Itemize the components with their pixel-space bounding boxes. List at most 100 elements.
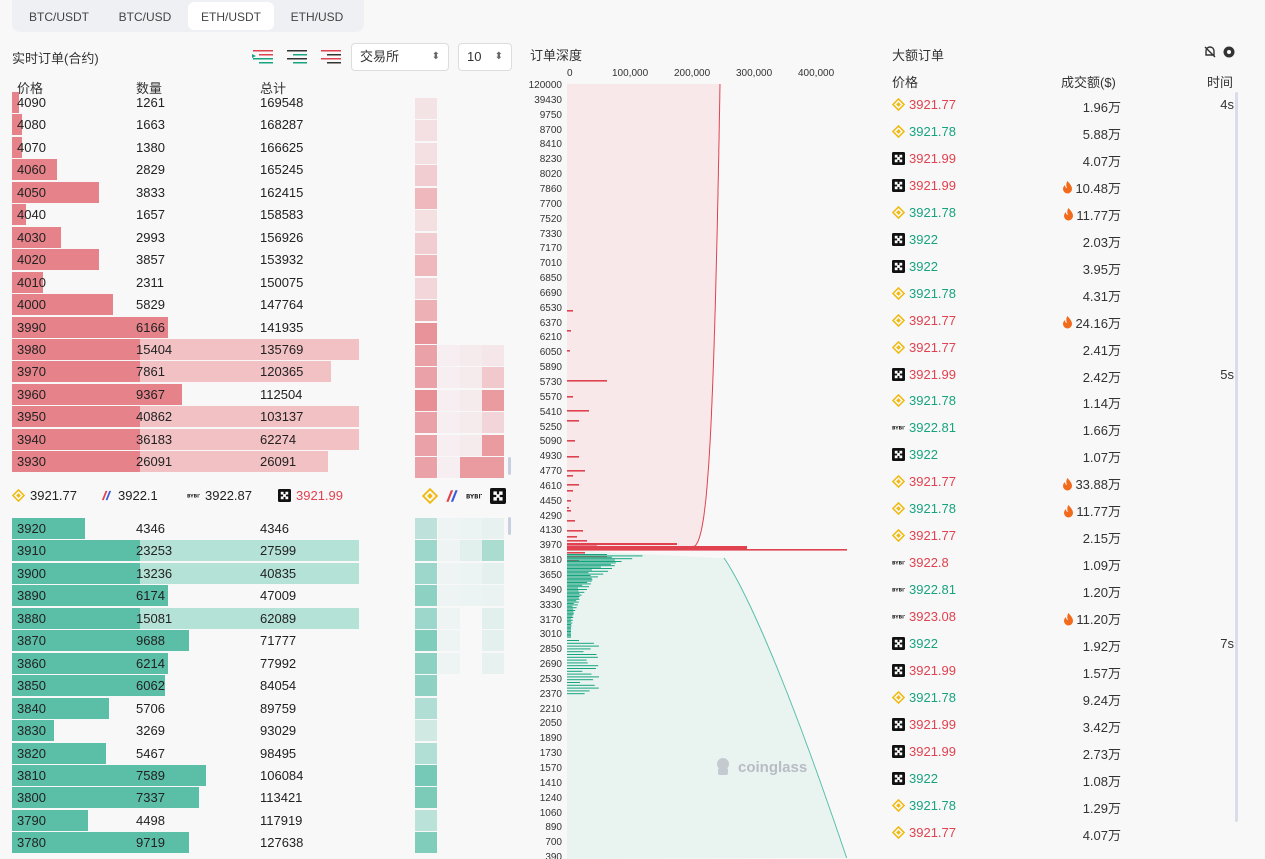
large-order-amount: 1.57万 (1082, 665, 1121, 681)
tab-btc-usd[interactable]: BTC/USD (118, 10, 172, 24)
bid-depth-bar (567, 676, 599, 678)
large-order-row[interactable]: 3921.99 3.42万 (892, 712, 1234, 739)
large-order-row[interactable]: 3921.99 10.48万 (892, 173, 1234, 200)
ask-heat-cell (415, 322, 437, 344)
ask-heat-cell (438, 457, 460, 479)
svg-text:BYBIT: BYBIT (892, 587, 905, 593)
view-both-icon[interactable] (250, 46, 276, 66)
bid-row[interactable]: 3910 23253 27599 (12, 540, 512, 562)
bid-depth-bar (567, 614, 574, 616)
asks-scrollbar[interactable] (508, 457, 511, 475)
ask-row[interactable]: 4030 2993 156926 (12, 226, 512, 248)
large-order-row[interactable]: 3921.78 11.77万 (892, 496, 1234, 523)
exchange-select[interactable]: 交易所 ⬍ (351, 43, 449, 71)
bid-heat-cell (415, 675, 437, 697)
bid-row[interactable]: 3920 4346 4346 (12, 518, 512, 539)
ask-row[interactable]: 3970 7861 120365 (12, 361, 512, 383)
view-bids-icon[interactable] (284, 46, 310, 66)
filter-bitmex-icon[interactable] (444, 488, 460, 504)
ask-row[interactable]: 4000 5829 147764 (12, 294, 512, 316)
bid-row[interactable]: 3900 13236 40835 (12, 562, 512, 584)
large-order-row[interactable]: 3921.77 4.07万 (892, 820, 1234, 847)
bid-price: 3800 (17, 790, 46, 806)
large-order-row[interactable]: 3921.77 33.88万 (892, 469, 1234, 496)
large-order-row[interactable]: 3921.78 5.88万 (892, 119, 1234, 146)
ask-row[interactable]: 4060 2829 165245 (12, 159, 512, 181)
bids-scrollbar[interactable] (508, 517, 511, 535)
large-order-row[interactable]: 3921.99 2.42万 5s (892, 362, 1234, 389)
large-order-row[interactable]: 3921.78 9.24万 (892, 685, 1234, 712)
y-tick-label: 4770 (539, 466, 562, 477)
large-order-row[interactable]: BYBIT 3923.08 11.20万 (892, 604, 1234, 631)
large-order-row[interactable]: 3921.78 1.29万 (892, 793, 1234, 820)
ask-row[interactable]: 3940 36183 62274 (12, 428, 512, 450)
ask-heat-cell (415, 120, 437, 142)
y-tick-label: 890 (545, 822, 562, 834)
large-order-row[interactable]: 3921.78 4.31万 (892, 281, 1234, 308)
ask-total: 62274 (260, 431, 297, 447)
ask-row[interactable]: 4080 1663 168287 (12, 114, 512, 136)
bid-heat-cell (482, 540, 504, 562)
tab-eth-usd[interactable]: ETH/USD (290, 10, 344, 24)
bybit-icon: BYBIT (892, 614, 905, 620)
large-order-row[interactable]: 3921.77 1.96万 4s (892, 92, 1234, 119)
large-order-row[interactable]: BYBIT 3922.8 1.09万 (892, 550, 1234, 577)
bid-row[interactable]: 3890 6174 47009 (12, 585, 512, 607)
large-order-row[interactable]: BYBIT 3922.81 1.20万 (892, 577, 1234, 604)
bid-row[interactable]: 3850 6062 84054 (12, 675, 512, 697)
bid-row[interactable]: 3780 9719 127638 (12, 832, 512, 854)
large-order-row[interactable]: 3921.77 2.15万 (892, 523, 1234, 550)
large-order-row[interactable]: 3921.77 24.16万 (892, 308, 1234, 335)
ask-row[interactable]: 3960 9367 112504 (12, 383, 512, 405)
tab-btc-usdt[interactable]: BTC/USDT (29, 10, 89, 24)
ask-row[interactable]: 4010 2311 150075 (12, 271, 512, 293)
filter-binance-icon[interactable] (422, 488, 438, 504)
bid-row[interactable]: 3880 15081 62089 (12, 607, 512, 629)
large-order-amount: 33.88万 (1061, 474, 1121, 493)
ask-row[interactable]: 3950 40862 103137 (12, 406, 512, 428)
bid-row[interactable]: 3860 6214 77992 (12, 652, 512, 674)
ask-row[interactable]: 4090 1261 169548 (12, 92, 512, 113)
large-order-row[interactable]: 3921.78 1.14万 (892, 388, 1234, 415)
large-order-row[interactable]: 3922 2.03万 (892, 227, 1234, 254)
large-order-row[interactable]: 3921.99 4.07万 (892, 146, 1234, 173)
y-tick-label: 3810 (539, 555, 562, 567)
ask-row[interactable]: 4020 3857 153932 (12, 249, 512, 271)
ask-row[interactable]: 3930 26091 26091 (12, 451, 512, 473)
large-order-row[interactable]: 3921.99 2.73万 (892, 739, 1234, 766)
bid-row[interactable]: 3870 9688 71777 (12, 630, 512, 652)
ask-qty: 3857 (136, 252, 165, 268)
bid-row[interactable]: 3800 7337 113421 (12, 787, 512, 809)
depth-select[interactable]: 10 ⬍ (458, 43, 512, 71)
filter-okx-icon[interactable] (490, 488, 506, 504)
large-order-row[interactable]: 3921.99 1.57万 (892, 658, 1234, 685)
ask-row[interactable]: 4040 1657 158583 (12, 204, 512, 226)
ask-row[interactable]: 3990 6166 141935 (12, 316, 512, 338)
ask-row[interactable]: 3980 15404 135769 (12, 338, 512, 360)
bid-depth-area (567, 550, 847, 859)
ask-row[interactable]: 4050 3833 162415 (12, 181, 512, 203)
ask-row[interactable]: 4070 1380 166625 (12, 136, 512, 158)
bid-row[interactable]: 3830 3269 93029 (12, 720, 512, 742)
view-asks-icon[interactable] (318, 46, 344, 66)
tab-eth-usdt[interactable]: ETH/USDT (188, 2, 274, 30)
large-order-row[interactable]: 3922 3.95万 (892, 254, 1234, 281)
fire-icon (1063, 181, 1073, 194)
bid-row[interactable]: 3790 4498 117919 (12, 809, 512, 831)
bid-row[interactable]: 3820 5467 98495 (12, 742, 512, 764)
large-order-row[interactable]: BYBIT 3922.81 1.66万 (892, 415, 1234, 442)
settings-gear-icon[interactable] (1222, 45, 1236, 59)
large-order-row[interactable]: 3921.78 11.77万 (892, 200, 1234, 227)
large-orders-scrollbar[interactable] (1235, 92, 1238, 822)
large-order-price: 3921.77 (909, 312, 956, 328)
large-orders-title: 大额订单 (892, 48, 945, 63)
mute-bell-icon[interactable] (1203, 45, 1217, 59)
large-order-row[interactable]: 3922 1.08万 (892, 766, 1234, 793)
bid-row[interactable]: 3810 7589 106084 (12, 764, 512, 786)
filter-bybit-icon[interactable]: BYBIT (466, 488, 482, 504)
bid-row[interactable]: 3840 5706 89759 (12, 697, 512, 719)
large-order-row[interactable]: 3921.77 2.41万 (892, 335, 1234, 362)
large-order-row[interactable]: 3922 1.92万 7s (892, 631, 1234, 658)
large-order-row[interactable]: 3922 1.07万 (892, 442, 1234, 469)
okx-icon (278, 489, 291, 502)
